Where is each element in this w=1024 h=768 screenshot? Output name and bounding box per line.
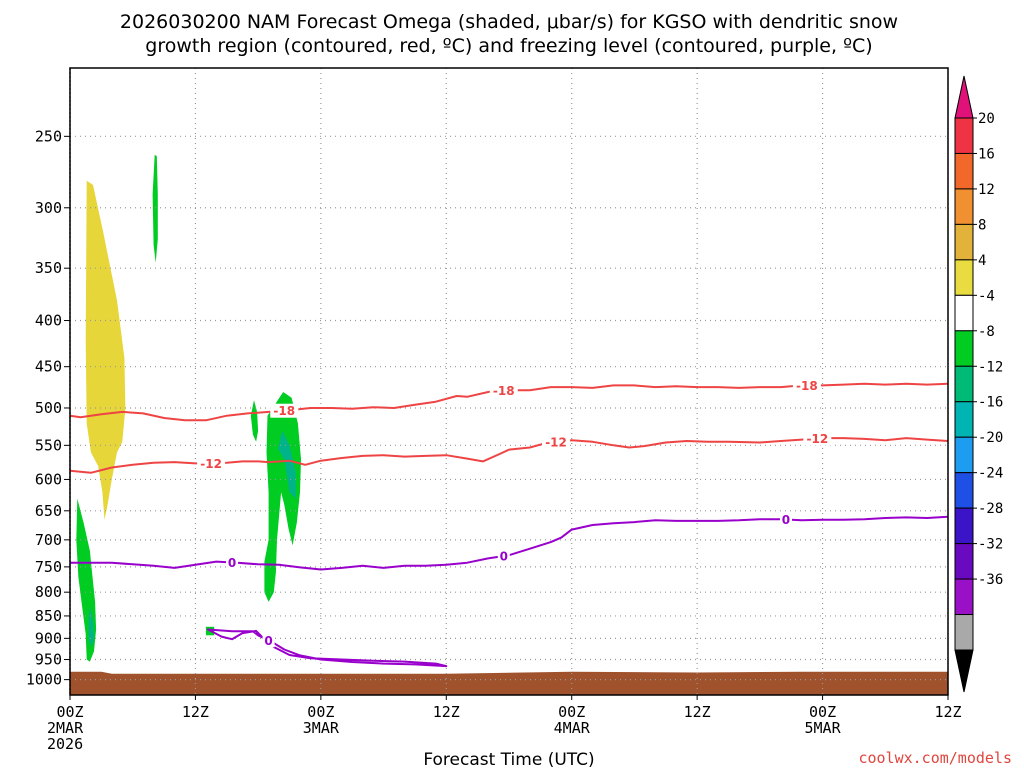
chart-title-line-2: growth region (contoured, red, ºC) and f… [145,35,872,57]
colorbar-swatch-4 [954,259,974,296]
colorbar-label-9: -20 [978,430,1003,446]
y-tick-label-250: 250 [35,127,62,145]
colorbar-swatch-8 [954,401,974,438]
y-tick-label-450: 450 [35,358,62,376]
contour-label-bg [270,403,299,418]
y-tick-label-350: 350 [35,259,62,277]
contour-label-bg [497,549,510,564]
x-tick-label-36-0: 12Z [433,703,460,721]
colorbar-label-1: 16 [978,146,995,162]
omega-area-2 [88,606,94,647]
colorbar-swatch-10 [954,472,974,509]
y-tick-label-500: 500 [35,399,62,417]
x-tick-label-72-1: 5MAR [805,719,842,737]
contour-2 [70,515,949,571]
x-tick-label-12-0: 12Z [182,703,209,721]
contour-label-bg [226,555,239,570]
omega-area-5 [264,392,301,602]
y-tick-label-550: 550 [35,436,62,454]
contour-label-bg [792,378,821,393]
y-tick-label-300: 300 [35,199,62,217]
colorbar-swatch-3 [954,223,974,261]
colorbar-swatch-0 [954,117,974,154]
contour-label-1-2: -12 [807,432,829,446]
colorbar-bottom-arrow [954,649,974,693]
x-tick-label-24-0: 00Z [307,703,334,721]
colorbar-label-13: -36 [978,572,1003,588]
contour-label-2-2: 0 [782,513,790,527]
colorbar: 20 16 12 8 4 -4 -8 -12 -16 -20 -24 -28 -32 -36 [954,75,1003,693]
x-tick-label-24-1: 3MAR [303,719,340,737]
y-tick-label-400: 400 [35,312,62,330]
contour-label-1-0: -12 [200,457,222,471]
y-tick-label-850: 850 [35,607,62,625]
colorbar-label-6: -8 [978,324,995,340]
contour-label-0-1: -18 [493,384,515,398]
contour-label-0-2: -18 [796,379,818,393]
colorbar-label-5: -4 [978,288,995,304]
contour-label-bg [542,435,571,450]
x-axis-label: Forecast Time (UTC) [423,750,594,768]
x-tick-label-60-0: 12Z [684,703,711,721]
colorbar-swatch-5 [954,294,974,332]
colorbar-label-8: -16 [978,395,1003,411]
colorbar-swatch-14 [954,614,974,651]
y-tick-label-700: 700 [35,531,62,549]
terrain-fill [70,671,948,695]
contour-label-bg [803,431,832,446]
contour-label-2-1: 0 [500,550,508,564]
omega-area-0 [85,180,126,520]
y-tick-label-900: 900 [35,629,62,647]
x-tick-label-0-2: 2026 [47,735,83,753]
y-tick-label-650: 650 [35,502,62,520]
y-tick-label-750: 750 [35,558,62,576]
colorbar-swatch-11 [954,507,974,545]
credit-text[interactable]: coolwx.com/models [858,749,1012,767]
plot-area: -18 -18 -18 -12 -12 -12 0 0 0 0 250 300 350 400 450 500… [26,67,962,753]
colorbar-label-11: -28 [978,501,1003,517]
colorbar-swatch-13 [954,578,974,616]
colorbar-swatch-6 [954,330,974,367]
colorbar-label-2: 12 [978,182,995,198]
colorbar-swatch-7 [954,365,974,403]
contour-label-bg [779,512,792,527]
x-tick-label-0-0: 00Z [56,703,83,721]
x-tick-label-84-0: 12Z [934,703,961,721]
omega-area-6 [278,430,296,499]
colorbar-label-7: -12 [978,359,1003,375]
contour-label-bg [197,456,226,471]
contour-label-0-0: -18 [273,404,295,418]
x-tick-label-72-0: 00Z [809,703,836,721]
contour-label-bg [262,633,275,648]
colorbar-swatch-12 [954,543,974,580]
colorbar-label-0: 20 [978,111,995,127]
contour-label-3-0: 0 [264,634,272,648]
x-tick-label-48-0: 00Z [558,703,585,721]
y-tick-label-800: 800 [35,583,62,601]
contour-label-bg [489,383,518,398]
y-tick-label-600: 600 [35,470,62,488]
colorbar-top-arrow [954,75,974,119]
omega-area-4 [250,400,259,442]
colorbar-swatch-9 [954,436,974,474]
colorbar-swatch-2 [954,188,974,225]
y-tick-label-950: 950 [35,651,62,669]
colorbar-swatch-1 [954,152,974,190]
colorbar-label-3: 8 [978,217,986,233]
omega-area-3 [152,154,158,263]
contour-label-1-1: -12 [545,436,567,450]
x-tick-label-0-1: 2MAR [47,719,84,737]
x-tick-label-48-1: 4MAR [554,719,591,737]
colorbar-label-10: -24 [978,466,1003,482]
colorbar-label-4: 4 [978,253,986,269]
y-tick-label-1000: 1000 [26,671,62,689]
colorbar-label-12: -32 [978,537,1003,553]
contour-label-2-0: 0 [228,556,236,570]
chart-title-line-1: 2026030200 NAM Forecast Omega (shaded, μ… [120,11,898,33]
